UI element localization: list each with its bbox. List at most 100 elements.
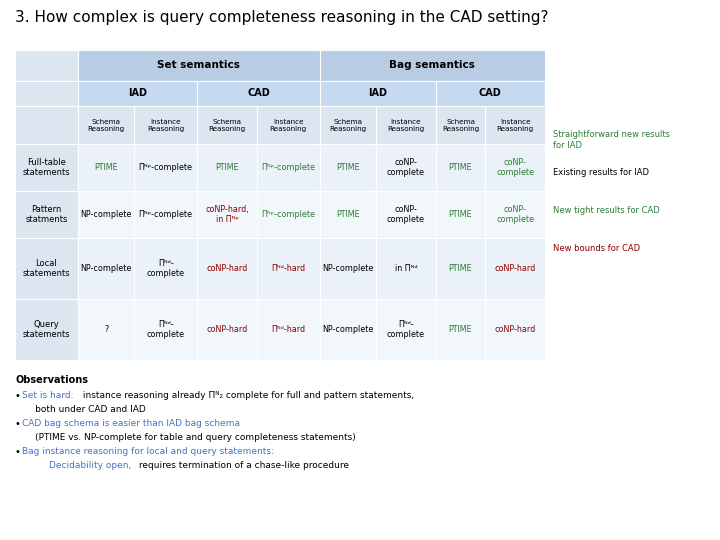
- Text: CAD: CAD: [247, 89, 270, 98]
- Bar: [376, 191, 436, 238]
- Bar: [376, 238, 436, 299]
- Text: Bag instance reasoning for local and query statements:: Bag instance reasoning for local and que…: [22, 447, 274, 456]
- Text: NP-complete: NP-complete: [323, 325, 374, 334]
- Text: Πᴺᵖ-complete: Πᴺᵖ-complete: [139, 210, 193, 219]
- Text: requires termination of a chase-like procedure: requires termination of a chase-like pro…: [136, 461, 349, 470]
- Text: Πᴺᵖ-complete: Πᴺᵖ-complete: [261, 210, 315, 219]
- Text: coNP-
complete: coNP- complete: [387, 205, 425, 224]
- Text: •: •: [15, 419, 21, 429]
- Text: NP-complete: NP-complete: [81, 210, 132, 219]
- Text: ?: ?: [104, 325, 108, 334]
- Bar: [15, 80, 78, 106]
- Bar: [485, 238, 545, 299]
- Text: CAD: CAD: [479, 89, 502, 98]
- Text: Local
statements: Local statements: [22, 259, 71, 278]
- Bar: [197, 299, 257, 360]
- Bar: [257, 106, 320, 144]
- Text: Πᴺᵈ-hard: Πᴺᵈ-hard: [271, 264, 305, 273]
- Text: 3. How complex is query completeness reasoning in the CAD setting?: 3. How complex is query completeness rea…: [15, 10, 549, 25]
- Bar: [436, 299, 485, 360]
- Text: Pattern
statments: Pattern statments: [25, 205, 68, 224]
- Text: •: •: [15, 391, 21, 401]
- Bar: [78, 238, 134, 299]
- Bar: [320, 50, 545, 80]
- Bar: [485, 144, 545, 191]
- Bar: [485, 191, 545, 238]
- Text: Πᴺᵈ-hard: Πᴺᵈ-hard: [271, 325, 305, 334]
- Bar: [320, 106, 376, 144]
- Bar: [15, 299, 78, 360]
- Text: CAD bag schema is easier than IAD bag schema: CAD bag schema is easier than IAD bag sc…: [22, 419, 240, 428]
- Text: Πᴺᵈ-
complete: Πᴺᵈ- complete: [147, 320, 185, 339]
- Bar: [257, 299, 320, 360]
- Text: Bag semantics: Bag semantics: [390, 60, 475, 70]
- Bar: [134, 238, 197, 299]
- Text: Πᴺᵈ-
complete: Πᴺᵈ- complete: [387, 320, 425, 339]
- Text: Observations: Observations: [15, 375, 88, 385]
- Text: PTIME: PTIME: [449, 163, 472, 172]
- Text: Instance
Reasoning: Instance Reasoning: [497, 119, 534, 132]
- Text: PTIME: PTIME: [449, 325, 472, 334]
- Text: New tight results for CAD: New tight results for CAD: [553, 206, 660, 215]
- Bar: [376, 299, 436, 360]
- Text: Instance
Reasoning: Instance Reasoning: [270, 119, 307, 132]
- Bar: [436, 238, 485, 299]
- Text: coNP-hard,
in Πᴺᵖ: coNP-hard, in Πᴺᵖ: [205, 205, 249, 224]
- Bar: [436, 144, 485, 191]
- Text: IAD: IAD: [128, 89, 147, 98]
- Bar: [78, 50, 320, 80]
- Text: NP-complete: NP-complete: [323, 264, 374, 273]
- Bar: [257, 238, 320, 299]
- Bar: [257, 144, 320, 191]
- Bar: [376, 106, 436, 144]
- Bar: [78, 80, 197, 106]
- Bar: [436, 191, 485, 238]
- Bar: [320, 80, 436, 106]
- Text: Straightforward new results
for IAD: Straightforward new results for IAD: [553, 130, 670, 150]
- Bar: [320, 144, 376, 191]
- Bar: [15, 191, 78, 238]
- Bar: [376, 144, 436, 191]
- Text: coNP-
complete: coNP- complete: [496, 205, 534, 224]
- Text: PTIME: PTIME: [215, 163, 239, 172]
- Bar: [78, 144, 134, 191]
- Text: •: •: [15, 447, 21, 457]
- Text: Πᴺᵖ-complete: Πᴺᵖ-complete: [261, 163, 315, 172]
- Text: Schema
Reasoning: Schema Reasoning: [329, 119, 366, 132]
- Bar: [436, 106, 485, 144]
- Bar: [78, 299, 134, 360]
- Text: in Πᴺᵈ: in Πᴺᵈ: [395, 264, 417, 273]
- Text: New bounds for CAD: New bounds for CAD: [553, 244, 640, 253]
- Text: Schema
Reasoning: Schema Reasoning: [442, 119, 479, 132]
- Text: Set is hard:: Set is hard:: [22, 391, 73, 400]
- Text: Decidability open,: Decidability open,: [49, 461, 131, 470]
- Bar: [15, 50, 78, 80]
- Text: PTIME: PTIME: [449, 210, 472, 219]
- Text: PTIME: PTIME: [336, 210, 360, 219]
- Bar: [436, 80, 545, 106]
- Bar: [197, 106, 257, 144]
- Bar: [320, 238, 376, 299]
- Text: coNP-
complete: coNP- complete: [387, 158, 425, 177]
- Text: PTIME: PTIME: [94, 163, 118, 172]
- Text: Schema
Reasoning: Schema Reasoning: [208, 119, 246, 132]
- Bar: [257, 191, 320, 238]
- Text: coNP-hard: coNP-hard: [495, 325, 536, 334]
- Bar: [134, 299, 197, 360]
- Bar: [197, 144, 257, 191]
- Text: PTIME: PTIME: [449, 264, 472, 273]
- Bar: [485, 106, 545, 144]
- Text: Set semantics: Set semantics: [158, 60, 240, 70]
- Text: coNP-
complete: coNP- complete: [496, 158, 534, 177]
- Bar: [320, 299, 376, 360]
- Text: Schema
Reasoning: Schema Reasoning: [87, 119, 125, 132]
- Bar: [197, 80, 320, 106]
- Bar: [78, 106, 134, 144]
- Text: Πᴺᵈ-
complete: Πᴺᵈ- complete: [147, 259, 185, 278]
- Text: Πᴺᵖ-complete: Πᴺᵖ-complete: [139, 163, 193, 172]
- Text: IAD: IAD: [368, 89, 387, 98]
- Text: NP-complete: NP-complete: [81, 264, 132, 273]
- Text: Instance
Reasoning: Instance Reasoning: [387, 119, 425, 132]
- Text: coNP-hard: coNP-hard: [495, 264, 536, 273]
- Bar: [134, 106, 197, 144]
